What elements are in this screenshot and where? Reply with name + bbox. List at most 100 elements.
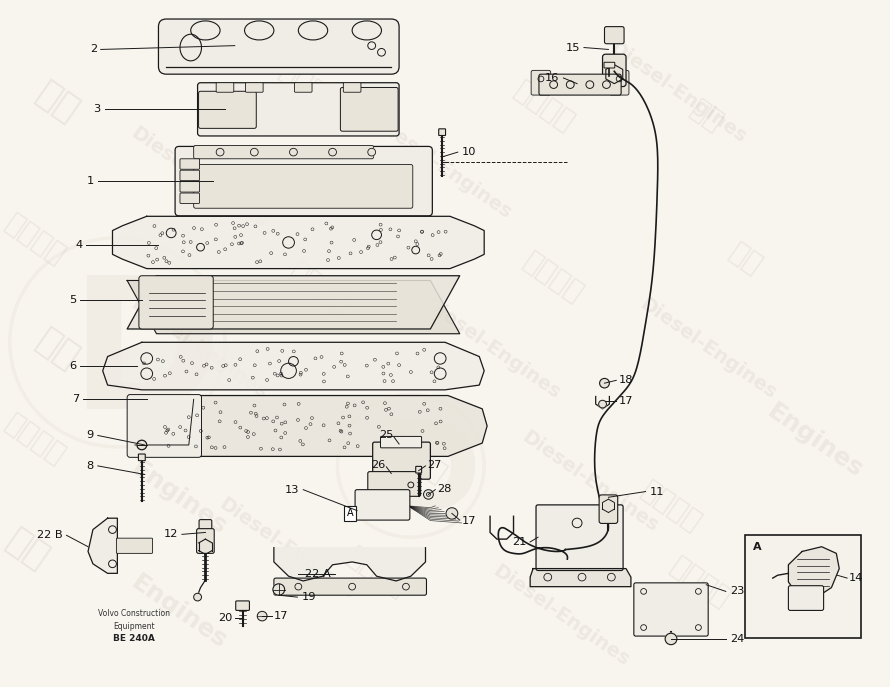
Text: Diesel-Engines: Diesel-Engines	[518, 428, 662, 537]
FancyBboxPatch shape	[539, 74, 621, 95]
Text: 7: 7	[72, 394, 79, 405]
Text: 紫发: 紫发	[724, 238, 767, 280]
Polygon shape	[150, 396, 487, 456]
Circle shape	[665, 633, 677, 644]
FancyBboxPatch shape	[180, 193, 199, 203]
Text: A: A	[753, 542, 762, 552]
Ellipse shape	[352, 21, 382, 40]
Text: 11: 11	[650, 486, 664, 497]
FancyBboxPatch shape	[246, 82, 263, 92]
FancyBboxPatch shape	[194, 146, 374, 159]
Ellipse shape	[180, 34, 201, 61]
Text: 23: 23	[730, 587, 744, 596]
FancyBboxPatch shape	[216, 82, 234, 92]
Text: 14: 14	[849, 573, 863, 583]
Text: Diesel-Engines: Diesel-Engines	[606, 38, 750, 146]
Circle shape	[194, 594, 201, 601]
Text: 17: 17	[462, 516, 476, 526]
Text: Diesel-Engines: Diesel-Engines	[372, 114, 515, 223]
Circle shape	[446, 508, 457, 519]
Text: D: D	[378, 416, 481, 537]
Circle shape	[328, 148, 336, 156]
FancyBboxPatch shape	[603, 54, 626, 87]
Text: 21: 21	[512, 537, 526, 547]
Text: 2: 2	[90, 45, 97, 54]
Text: 紫发: 紫发	[684, 95, 728, 137]
FancyBboxPatch shape	[194, 164, 413, 208]
Text: Diesel-Engines: Diesel-Engines	[490, 561, 633, 669]
FancyBboxPatch shape	[295, 82, 312, 92]
Polygon shape	[789, 547, 839, 597]
Text: Engines: Engines	[127, 570, 232, 654]
Polygon shape	[102, 342, 484, 390]
Text: 紫发动力: 紫发动力	[274, 57, 344, 118]
FancyBboxPatch shape	[180, 159, 199, 169]
FancyBboxPatch shape	[368, 471, 421, 496]
Text: 12: 12	[164, 530, 178, 539]
FancyBboxPatch shape	[139, 454, 145, 461]
Polygon shape	[112, 216, 484, 269]
Text: 16: 16	[546, 73, 560, 83]
Text: 紫发动力: 紫发动力	[518, 247, 589, 308]
FancyBboxPatch shape	[789, 586, 823, 611]
Text: 28: 28	[437, 484, 451, 494]
Text: Diesel-Engines: Diesel-Engines	[421, 295, 564, 403]
Text: 9: 9	[86, 431, 94, 440]
Circle shape	[216, 148, 224, 156]
Text: 15: 15	[565, 43, 580, 52]
Circle shape	[424, 490, 433, 499]
FancyBboxPatch shape	[117, 538, 152, 553]
Text: 紫发动力: 紫发动力	[284, 257, 354, 318]
FancyBboxPatch shape	[745, 535, 861, 638]
Text: Diesel-Engines: Diesel-Engines	[127, 295, 271, 403]
Text: Engines: Engines	[763, 399, 868, 483]
Text: 紫发动力: 紫发动力	[0, 209, 70, 270]
Text: Engines: Engines	[127, 456, 232, 540]
FancyBboxPatch shape	[158, 19, 399, 74]
Text: 动力: 动力	[29, 324, 85, 376]
Text: 18: 18	[619, 375, 634, 385]
Text: 动力: 动力	[0, 523, 55, 576]
Polygon shape	[127, 275, 460, 329]
Text: 6: 6	[69, 361, 77, 371]
Text: 10: 10	[462, 147, 476, 157]
Text: 22 A: 22 A	[305, 570, 330, 579]
Ellipse shape	[245, 21, 274, 40]
FancyBboxPatch shape	[604, 27, 624, 44]
FancyBboxPatch shape	[236, 601, 249, 611]
Text: 1: 1	[86, 176, 94, 185]
Polygon shape	[530, 569, 631, 587]
Text: Volvo Construction
Equipment: Volvo Construction Equipment	[98, 609, 170, 631]
Text: 19: 19	[302, 592, 316, 602]
Text: 8: 8	[86, 461, 94, 471]
Text: 动力: 动力	[29, 76, 85, 128]
FancyBboxPatch shape	[198, 91, 256, 128]
FancyBboxPatch shape	[355, 490, 410, 520]
FancyBboxPatch shape	[127, 394, 201, 458]
Text: BE 240A: BE 240A	[113, 634, 155, 643]
FancyBboxPatch shape	[536, 505, 623, 570]
FancyBboxPatch shape	[198, 82, 399, 136]
Text: 17: 17	[619, 396, 634, 406]
Text: 4: 4	[75, 240, 82, 250]
Text: 3: 3	[93, 104, 101, 114]
Circle shape	[257, 611, 267, 621]
Polygon shape	[127, 280, 460, 334]
Text: 26: 26	[371, 460, 385, 470]
Text: 5: 5	[69, 295, 77, 304]
FancyBboxPatch shape	[180, 170, 199, 181]
Text: 紫发动力: 紫发动力	[635, 475, 707, 537]
Text: Diesel-Engines: Diesel-Engines	[127, 124, 271, 232]
Circle shape	[250, 148, 258, 156]
Polygon shape	[88, 518, 147, 574]
FancyBboxPatch shape	[180, 181, 199, 192]
FancyBboxPatch shape	[340, 87, 398, 131]
Text: 13: 13	[285, 484, 299, 495]
FancyBboxPatch shape	[274, 578, 426, 595]
Text: 紫发动力: 紫发动力	[0, 409, 70, 470]
Text: 22 B: 22 B	[37, 530, 62, 540]
Text: Diesel-Engines: Diesel-Engines	[635, 295, 780, 403]
FancyBboxPatch shape	[599, 495, 618, 523]
FancyBboxPatch shape	[531, 70, 551, 95]
Circle shape	[368, 148, 376, 156]
